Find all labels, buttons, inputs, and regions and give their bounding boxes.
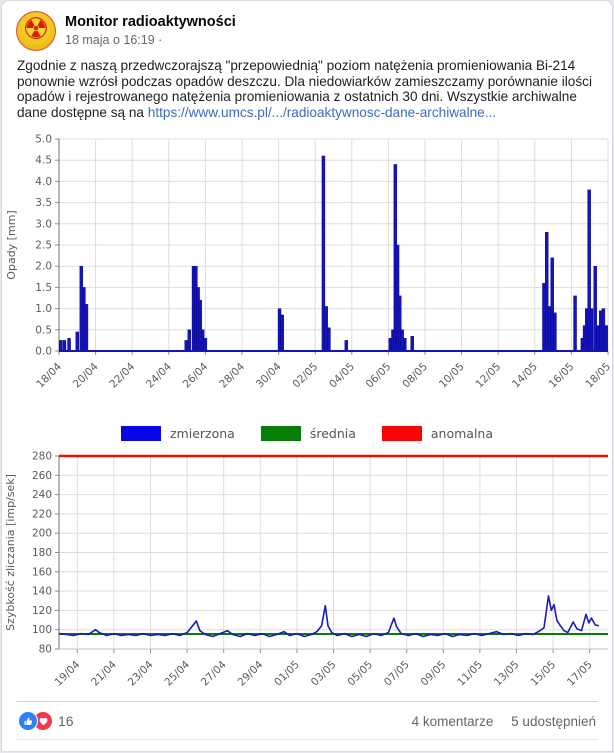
radiation-icon: ☢	[22, 13, 50, 46]
svg-text:26/04: 26/04	[181, 361, 211, 391]
comments-count-link[interactable]: 4 komentarze	[411, 713, 494, 729]
svg-text:18/04: 18/04	[34, 361, 64, 391]
legend-item-anomalna: anomalna	[381, 425, 494, 441]
svg-text:07/05: 07/05	[382, 659, 412, 689]
svg-text:14/05: 14/05	[510, 361, 540, 391]
svg-text:06/05: 06/05	[364, 361, 394, 391]
count-rate-line-chart: 80 100 120 140 160 180 200 220 240 260 280 19/04 21/…	[4, 451, 608, 689]
post-timestamp-link[interactable]: 18 maja o 16:19 ·	[65, 33, 163, 47]
svg-text:15/05: 15/05	[528, 659, 558, 689]
chart-legend: zmierzona średnia anomalna	[2, 418, 612, 448]
svg-text:0.5: 0.5	[35, 325, 52, 337]
svg-text:10/05: 10/05	[437, 361, 467, 391]
svg-text:1.0: 1.0	[35, 303, 52, 315]
svg-text:11/05: 11/05	[455, 659, 485, 689]
svg-text:0.0: 0.0	[35, 346, 52, 358]
svg-text:240: 240	[32, 489, 52, 501]
svg-text:2.0: 2.0	[35, 261, 52, 273]
svg-text:29/04: 29/04	[236, 659, 266, 689]
svg-text:180: 180	[32, 547, 52, 559]
legend-label: średnia	[309, 425, 356, 441]
svg-text:140: 140	[32, 586, 52, 598]
svg-text:12/05: 12/05	[473, 361, 503, 391]
svg-text:3.5: 3.5	[35, 197, 52, 209]
svg-text:200: 200	[32, 528, 52, 540]
svg-text:160: 160	[32, 567, 52, 579]
legend-label: zmierzona	[169, 425, 235, 441]
legend-swatch	[120, 425, 161, 441]
svg-text:2.5: 2.5	[35, 240, 52, 252]
svg-text:260: 260	[32, 470, 52, 482]
svg-text:03/05: 03/05	[309, 659, 339, 689]
svg-text:1.5: 1.5	[35, 282, 52, 294]
charts-image[interactable]: 0.0 0.5 1.0 1.5 2.0 2.5 3.0 3.5 4.0 4.5 5.0 18/04 20…	[2, 122, 613, 701]
svg-text:18/05: 18/05	[583, 361, 613, 391]
precipitation-bar-chart: 0.0 0.5 1.0 1.5 2.0 2.5 3.0 3.5 4.0 4.5 5.0 18/04 20…	[5, 134, 613, 391]
post-body: Zgodnie z naszą przedwczorajszą "przepow…	[2, 55, 612, 122]
legend-item-średnia: średnia	[260, 425, 356, 441]
svg-text:16/05: 16/05	[547, 361, 577, 391]
svg-text:19/04: 19/04	[53, 659, 83, 689]
svg-text:280: 280	[32, 451, 52, 463]
svg-text:100: 100	[32, 625, 52, 637]
svg-text:02/05: 02/05	[290, 361, 320, 391]
legend-swatch	[260, 425, 301, 441]
svg-text:Szybkość zliczania [imp/sek]: Szybkość zliczania [imp/sek]	[4, 474, 17, 631]
svg-text:13/05: 13/05	[492, 659, 522, 689]
like-icon	[18, 711, 38, 732]
post-header: ☢ Monitor radioaktywności 18 maja o 16:1…	[2, 1, 612, 55]
shares-count-link[interactable]: 5 udostępnień	[511, 713, 596, 729]
svg-text:80: 80	[39, 644, 52, 656]
svg-text:21/04: 21/04	[89, 659, 119, 689]
svg-text:17/05: 17/05	[565, 659, 595, 689]
reactions-summary[interactable]: 16	[18, 711, 74, 732]
svg-text:08/05: 08/05	[400, 361, 430, 391]
svg-text:20/04: 20/04	[71, 361, 101, 391]
svg-text:120: 120	[32, 605, 52, 617]
svg-text:01/05: 01/05	[272, 659, 302, 689]
svg-text:3.0: 3.0	[35, 219, 52, 231]
svg-text:05/05: 05/05	[345, 659, 375, 689]
svg-text:09/05: 09/05	[419, 659, 449, 689]
svg-text:4.0: 4.0	[35, 176, 52, 188]
svg-text:25/04: 25/04	[162, 659, 192, 689]
svg-text:22/04: 22/04	[107, 361, 137, 391]
svg-text:Opady [mm]: Opady [mm]	[5, 211, 18, 280]
svg-text:28/04: 28/04	[217, 361, 247, 391]
legend-swatch	[381, 425, 422, 441]
reactions-count[interactable]: 16	[58, 713, 74, 730]
svg-text:04/05: 04/05	[327, 361, 357, 391]
legend-item-zmierzona: zmierzona	[120, 425, 235, 441]
post-text: Zgodnie z naszą przedwczorajszą "przepow…	[17, 58, 592, 120]
svg-text:27/04: 27/04	[199, 659, 229, 689]
svg-text:23/04: 23/04	[126, 659, 156, 689]
post-footer: 16 4 komentarze 5 udostępnień	[16, 701, 598, 741]
page-avatar[interactable]: ☢	[16, 11, 56, 51]
svg-text:4.5: 4.5	[35, 155, 52, 167]
page-name-link[interactable]: Monitor radioaktywności	[65, 14, 236, 30]
svg-text:220: 220	[32, 509, 52, 521]
svg-text:24/04: 24/04	[144, 361, 174, 391]
post-link[interactable]: https://www.umcs.pl/.../radioaktywnosc-d…	[147, 104, 497, 120]
svg-text:30/04: 30/04	[254, 361, 284, 391]
svg-text:5.0: 5.0	[35, 134, 52, 146]
legend-label: anomalna	[430, 425, 494, 441]
